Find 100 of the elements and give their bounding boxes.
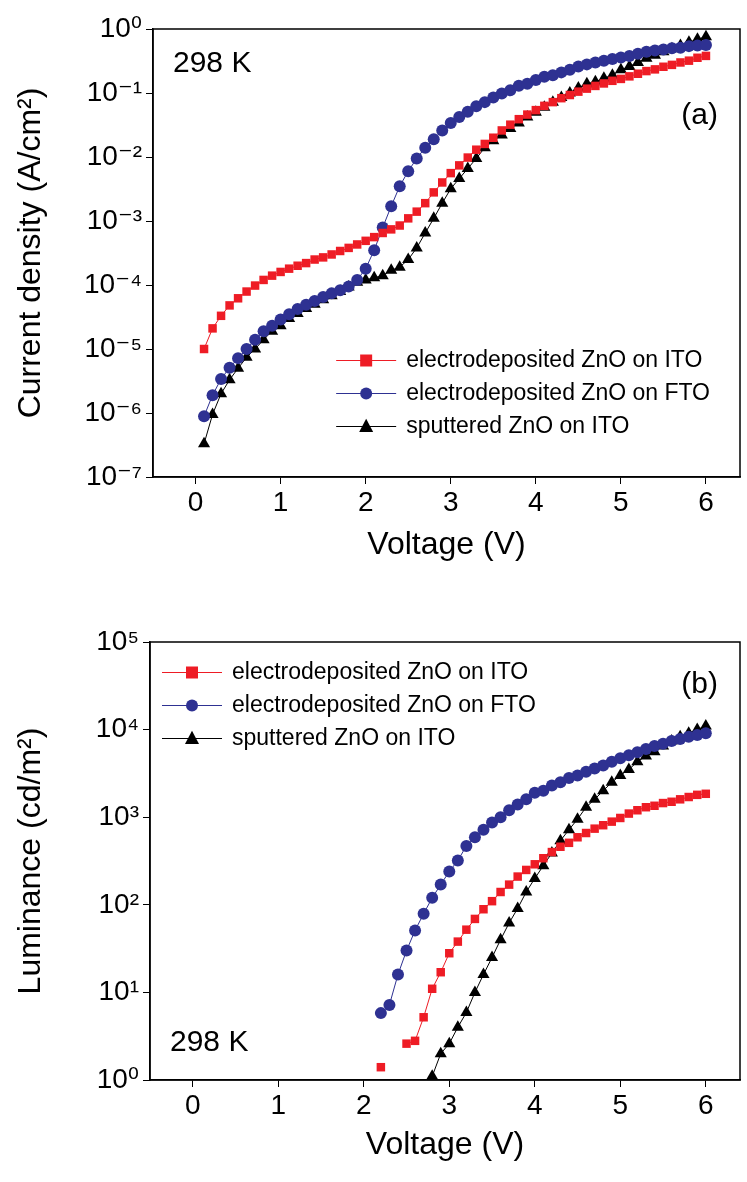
point (410, 152, 423, 165)
point (444, 181, 457, 193)
point (402, 165, 415, 178)
point (591, 81, 600, 91)
point (266, 319, 279, 332)
point (436, 124, 449, 137)
point (608, 76, 617, 86)
point (197, 436, 211, 448)
point (215, 372, 228, 385)
point (477, 967, 490, 979)
point (409, 924, 422, 937)
point (676, 58, 685, 67)
point (513, 872, 522, 881)
point (588, 792, 601, 803)
x-tick-label: 5 (612, 1088, 629, 1120)
point (293, 261, 302, 270)
point (438, 178, 447, 187)
point (426, 891, 439, 904)
point (520, 793, 533, 806)
point (633, 806, 642, 815)
point (434, 878, 447, 891)
x-tick-label: 5 (613, 485, 629, 517)
point (393, 180, 406, 193)
point (571, 812, 584, 823)
annotation: 298 K (170, 1024, 249, 1058)
point (223, 361, 236, 374)
legend-label: sputtered ZnO on ITO (406, 411, 630, 438)
point (453, 111, 466, 124)
x-tick-label: 1 (270, 1088, 287, 1120)
point (417, 907, 430, 920)
point (436, 196, 449, 207)
point (419, 225, 432, 237)
point (511, 901, 524, 912)
point (650, 65, 660, 74)
point (468, 831, 481, 844)
point (208, 324, 217, 333)
x-tick-label: 6 (698, 1088, 714, 1120)
point (479, 904, 488, 914)
point (597, 783, 610, 795)
x-tick-label: 1 (272, 485, 289, 517)
point (460, 1005, 473, 1016)
point (232, 352, 245, 365)
x-tick-label: 0 (187, 485, 204, 517)
annotation: 298 K (173, 45, 252, 79)
point (352, 240, 362, 249)
point (402, 252, 415, 264)
point (460, 839, 473, 852)
point (472, 145, 481, 154)
point (607, 817, 616, 826)
legend-label: electrodeposited ZnO on ITO (406, 345, 703, 372)
x-axis-title: Voltage (V) (365, 1124, 525, 1161)
point (393, 260, 406, 271)
point (284, 264, 294, 273)
point (650, 801, 659, 811)
y-tick-label: 10⁻¹ (86, 75, 142, 107)
point (537, 784, 550, 797)
y-tick-label: 10⁻² (86, 139, 142, 171)
x-tick-label: 4 (526, 1088, 543, 1120)
point (675, 795, 685, 804)
point (427, 133, 440, 146)
point (684, 56, 694, 65)
point (276, 267, 285, 277)
point (485, 950, 499, 962)
point (374, 1007, 387, 1020)
point (368, 244, 381, 257)
point (434, 1046, 447, 1058)
point (667, 797, 676, 807)
point (520, 885, 533, 896)
point (419, 1013, 428, 1022)
y-tick-label: 10⁻⁷ (85, 459, 142, 491)
annotation: (b) (681, 666, 718, 700)
point (225, 301, 234, 310)
point (624, 809, 634, 818)
point (582, 84, 592, 93)
x-tick-label: 2 (355, 1088, 372, 1120)
point (429, 188, 438, 197)
point (684, 792, 693, 802)
point (233, 294, 243, 303)
point (573, 833, 582, 842)
y-tick-label: 10¹ (98, 975, 139, 1007)
point (443, 865, 456, 878)
point (497, 126, 507, 135)
x-tick-label: 2 (357, 485, 374, 517)
x-tick-label: 6 (698, 485, 714, 517)
point (250, 281, 260, 290)
point (206, 389, 219, 402)
point (530, 860, 540, 869)
point (453, 171, 466, 183)
point (259, 275, 268, 285)
point (562, 822, 576, 834)
point (267, 271, 277, 280)
point (494, 932, 507, 944)
y-tick-label: 10³ (98, 799, 139, 831)
legend-label: electrodeposited ZnO on FTO (232, 690, 536, 717)
point (463, 153, 473, 162)
point (436, 967, 445, 977)
point (427, 211, 440, 222)
point (574, 87, 583, 96)
point (633, 69, 643, 78)
y-tick-label: 10⁻⁶ (84, 395, 142, 427)
